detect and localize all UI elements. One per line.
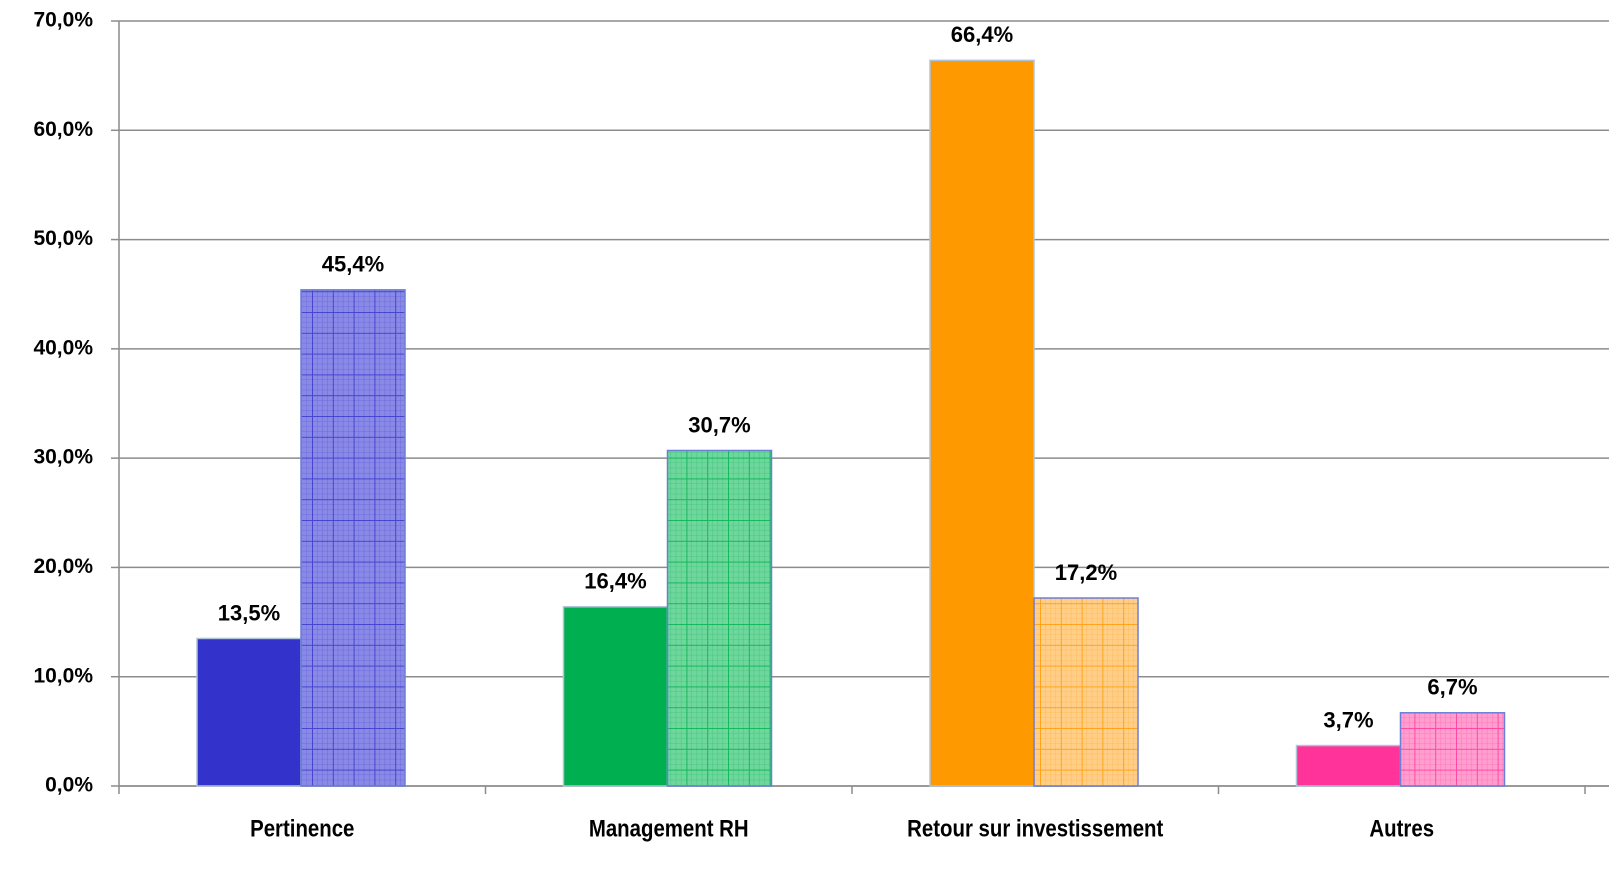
bar (929, 59, 1035, 787)
bar (300, 289, 406, 787)
bar (562, 606, 669, 787)
y-tick-label: 20,0% (33, 555, 93, 578)
y-tick-label: 10,0% (33, 664, 93, 687)
value-label: 13,5% (218, 600, 280, 625)
value-label: 3,7% (1323, 707, 1373, 732)
value-label: 30,7% (688, 412, 750, 437)
bar (666, 449, 773, 787)
value-label: 16,4% (584, 569, 646, 594)
bar (196, 637, 302, 787)
x-tick-label: Retour sur investissement (907, 815, 1164, 842)
x-tick-label: Management RH (589, 815, 749, 842)
y-tick-label: 70,0% (33, 9, 93, 32)
value-label: 6,7% (1427, 675, 1477, 700)
y-tick-label: 60,0% (33, 118, 93, 141)
y-tick-label: 30,0% (33, 446, 93, 469)
bar (1399, 712, 1506, 787)
bar (1295, 744, 1402, 787)
bar (1033, 597, 1139, 787)
y-tick-label: 40,0% (33, 336, 93, 359)
y-tick-label: 50,0% (33, 227, 93, 250)
value-label: 66,4% (951, 22, 1013, 47)
x-tick-label: Autres (1369, 815, 1434, 842)
value-label: 45,4% (322, 252, 384, 277)
x-tick-label: Pertinence (250, 815, 354, 842)
value-label: 17,2% (1055, 560, 1117, 585)
y-tick-label: 0,0% (45, 774, 93, 797)
